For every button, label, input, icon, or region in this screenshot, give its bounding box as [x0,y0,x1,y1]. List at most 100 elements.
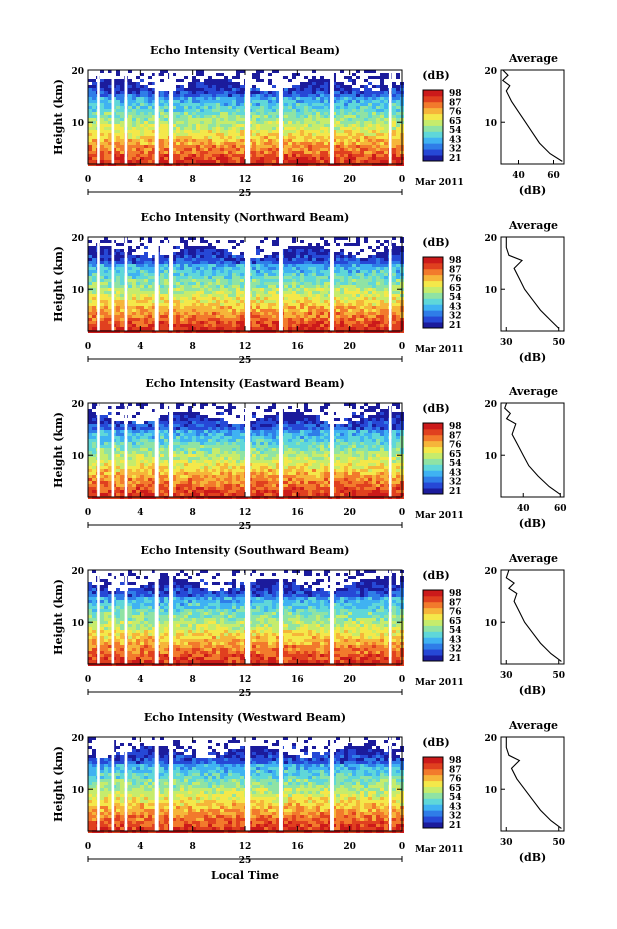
x-tick-label: 0 [85,175,91,185]
data-gap [388,70,392,164]
colorbar-swatch [423,257,443,264]
colorbar-label: 87 [449,598,462,608]
x-tick-label: 20 [343,508,356,518]
x-tick-label: 20 [343,675,356,685]
profile-title: Average [508,52,558,65]
profile-x-label: (dB) [519,684,546,697]
profile-x-label: (dB) [519,851,546,864]
colorbar-swatch [423,268,443,276]
data-gap [279,70,283,164]
x-tick-label: 8 [190,175,196,185]
colorbar-swatch [423,428,443,436]
data-gap [330,237,334,331]
chart-panel: Echo Intensity (Westward Beam) 0 4 8 12 16 20 0… [52,711,565,882]
chart-panel: Echo Intensity (Southward Beam) 0 4 8 12 16 20… [52,544,565,699]
data-gap [245,70,251,164]
x-tick-label: 4 [137,842,143,852]
profile-x-label: (dB) [519,351,546,364]
panel-title: Echo Intensity (Eastward Beam) [145,377,344,390]
colorbar-swatch [423,119,443,126]
colorbar-label: 43 [449,302,462,312]
data-gap [124,737,128,831]
x-tick-label: 0 [399,175,405,185]
colorbar-swatch [423,458,443,465]
y-axis-label: Height (km) [52,746,65,822]
colorbar-swatch [423,310,443,317]
month-label: Mar 2011 [415,345,464,355]
colorbar-swatch [423,488,443,495]
profile-line [504,402,561,495]
colorbar-swatch [423,125,443,132]
x-tick-label: 0 [85,342,91,352]
x-tick-label: 4 [137,175,143,185]
colorbar-label: 21 [449,821,462,831]
colorbar-swatch [423,792,443,799]
colorbar-unit: (dB) [422,736,449,749]
x-tick-label: 12 [239,508,252,518]
colorbar-frame [422,256,444,329]
colorbar-label: 43 [449,802,462,812]
colorbar-swatch [423,810,443,817]
colorbar-swatch [423,434,443,442]
colorbar-swatch [423,304,443,311]
data-gap [279,403,283,497]
colorbar-swatch [423,452,443,459]
date-label: 25 [239,356,252,366]
colorbar-label: 32 [449,812,462,822]
data-gap [124,403,128,497]
y-tick-label: 20 [71,67,84,77]
colorbar-label: 87 [449,98,462,108]
data-gap [388,737,392,831]
data-gap [330,570,334,664]
colorbar-label: 32 [449,478,462,488]
colorbar-swatch [423,113,443,120]
chart-panel: Echo Intensity (Vertical Beam) 0 4 8 12 16 20 0… [52,44,565,199]
colorbar-label: 65 [449,784,462,794]
data-gap [97,70,100,164]
data-gap [388,237,392,331]
colorbar-unit: (dB) [422,569,449,582]
data-gap [111,403,115,497]
y-tick-label: 20 [71,400,84,410]
x-tick-label: 8 [190,342,196,352]
x-tick-label: 16 [291,175,304,185]
colorbar-label: 65 [449,117,462,127]
colorbar-label: 32 [449,312,462,322]
data-gap [169,737,174,831]
x-tick-label: 20 [343,342,356,352]
y-axis-label: Height (km) [52,412,65,488]
profile-x-tick-label: 40 [512,171,525,181]
colorbar-frame [422,756,444,829]
colorbar-label: 43 [449,468,462,478]
colorbar-label: 98 [449,422,462,432]
profile-line [505,569,562,662]
chart-panel: Echo Intensity (Northward Beam) 0 4 8 12 16 20… [52,211,565,366]
y-axis-label: Height (km) [52,579,65,655]
data-gap [169,403,174,497]
colorbar-label: 98 [449,89,462,99]
data-gap [279,570,283,664]
x-tick-label: 16 [291,675,304,685]
x-tick-label: 0 [399,508,405,518]
profile-x-tick-label: 60 [554,504,567,514]
colorbar-swatch [423,470,443,477]
x-tick-label: 8 [190,842,196,852]
colorbar-swatch [423,423,443,430]
y-tick-label: 20 [71,734,84,744]
colorbar-swatch [423,762,443,770]
profile-y-tick-label: 20 [484,234,497,244]
data-gap [169,237,174,331]
colorbar-swatch [423,107,443,115]
data-gap [154,570,159,664]
data-gap [97,570,100,664]
data-gap [97,237,100,331]
colorbar-unit: (dB) [422,402,449,415]
colorbar-label: 76 [449,108,462,118]
colorbar-swatch [423,757,443,764]
colorbar-label: 43 [449,635,462,645]
colorbar-swatch [423,155,443,162]
data-gap [245,237,251,331]
colorbar-label: 54 [449,793,462,803]
colorbar-frame [422,422,444,495]
panel-title: Echo Intensity (Vertical Beam) [150,44,340,57]
